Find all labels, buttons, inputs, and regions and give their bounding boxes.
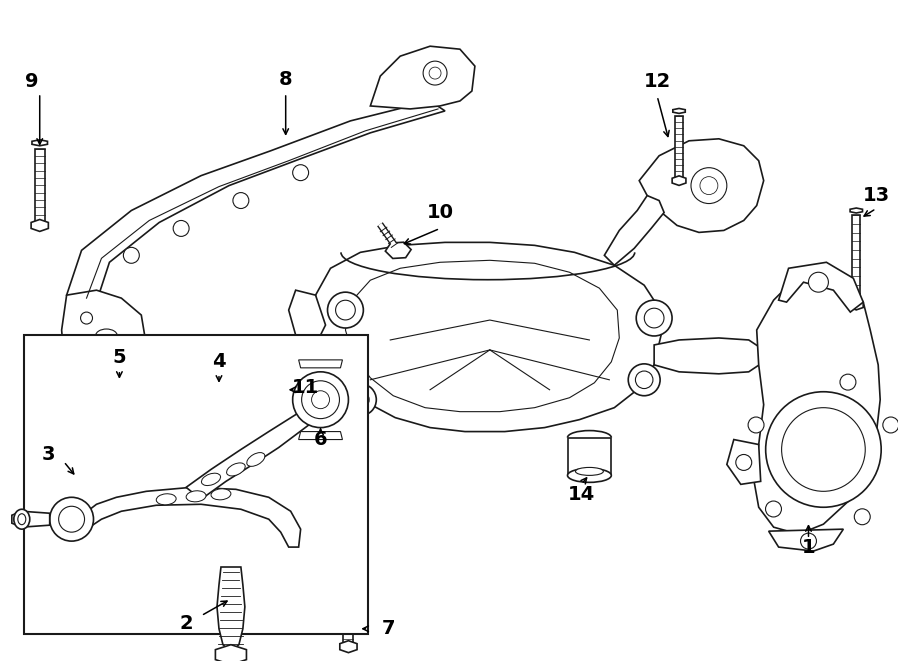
Text: 8: 8 <box>279 70 292 89</box>
Text: 4: 4 <box>212 352 226 371</box>
Text: 10: 10 <box>427 203 454 222</box>
Circle shape <box>883 417 899 433</box>
Circle shape <box>173 220 189 236</box>
Circle shape <box>105 332 117 344</box>
Circle shape <box>50 497 94 541</box>
Polygon shape <box>12 511 50 527</box>
Polygon shape <box>67 101 445 308</box>
Ellipse shape <box>157 494 176 505</box>
Circle shape <box>781 408 865 491</box>
Circle shape <box>691 167 727 203</box>
Bar <box>23 335 368 634</box>
Circle shape <box>748 417 764 433</box>
Polygon shape <box>299 432 343 440</box>
Polygon shape <box>753 272 880 534</box>
Circle shape <box>292 165 309 181</box>
Text: 11: 11 <box>292 378 320 397</box>
Circle shape <box>115 349 128 361</box>
Polygon shape <box>769 529 843 551</box>
Polygon shape <box>215 645 247 662</box>
Ellipse shape <box>568 469 611 483</box>
Ellipse shape <box>18 514 26 525</box>
Circle shape <box>628 364 660 396</box>
Text: 2: 2 <box>179 614 193 634</box>
Circle shape <box>311 391 329 408</box>
Circle shape <box>736 455 752 471</box>
Polygon shape <box>385 242 411 258</box>
Bar <box>852 216 860 302</box>
Circle shape <box>840 374 856 390</box>
Text: 1: 1 <box>802 538 815 557</box>
Polygon shape <box>639 139 764 232</box>
Bar <box>568 438 611 475</box>
Circle shape <box>328 292 364 328</box>
Bar <box>344 599 354 643</box>
Polygon shape <box>672 176 686 185</box>
Ellipse shape <box>227 463 245 476</box>
Bar <box>105 383 133 401</box>
Circle shape <box>766 501 781 517</box>
Circle shape <box>233 193 248 209</box>
Circle shape <box>81 312 93 324</box>
Circle shape <box>292 372 348 428</box>
Ellipse shape <box>202 473 220 485</box>
Polygon shape <box>850 301 863 310</box>
Polygon shape <box>217 567 245 651</box>
Circle shape <box>86 349 97 361</box>
Polygon shape <box>32 220 49 232</box>
Text: 3: 3 <box>42 445 56 464</box>
Circle shape <box>113 386 125 398</box>
Ellipse shape <box>247 453 265 466</box>
Circle shape <box>336 301 356 320</box>
Circle shape <box>636 300 672 336</box>
Polygon shape <box>84 487 301 547</box>
Text: 9: 9 <box>25 71 39 91</box>
Ellipse shape <box>186 491 206 502</box>
Circle shape <box>644 308 664 328</box>
Circle shape <box>808 272 828 292</box>
Polygon shape <box>299 360 343 368</box>
Polygon shape <box>186 402 322 499</box>
Ellipse shape <box>211 489 231 500</box>
Polygon shape <box>205 379 226 393</box>
Polygon shape <box>778 262 863 312</box>
Polygon shape <box>727 440 760 485</box>
Circle shape <box>345 384 376 416</box>
Polygon shape <box>32 140 48 146</box>
Text: 7: 7 <box>382 619 395 638</box>
Polygon shape <box>316 242 662 432</box>
Circle shape <box>302 381 339 418</box>
Circle shape <box>635 371 652 389</box>
Bar <box>675 116 683 177</box>
Ellipse shape <box>14 509 30 529</box>
Polygon shape <box>654 338 764 374</box>
Text: 6: 6 <box>314 430 328 449</box>
Circle shape <box>269 380 289 400</box>
Circle shape <box>429 67 441 79</box>
Circle shape <box>854 509 870 525</box>
Ellipse shape <box>575 467 603 475</box>
Text: 14: 14 <box>568 485 595 504</box>
Polygon shape <box>673 109 685 113</box>
Circle shape <box>800 533 816 549</box>
Circle shape <box>700 177 718 195</box>
Polygon shape <box>289 290 326 345</box>
Circle shape <box>58 506 85 532</box>
Ellipse shape <box>95 329 117 343</box>
Circle shape <box>423 61 447 85</box>
Circle shape <box>766 392 881 507</box>
Polygon shape <box>340 641 357 653</box>
Polygon shape <box>341 590 356 596</box>
Text: 13: 13 <box>862 186 890 205</box>
Polygon shape <box>850 208 862 213</box>
Circle shape <box>274 385 284 395</box>
Circle shape <box>123 248 140 263</box>
Text: 5: 5 <box>112 348 126 367</box>
Bar <box>35 149 45 222</box>
Polygon shape <box>370 46 475 109</box>
Circle shape <box>352 391 369 408</box>
Text: 12: 12 <box>644 71 670 91</box>
Polygon shape <box>604 195 664 265</box>
Polygon shape <box>61 290 147 378</box>
